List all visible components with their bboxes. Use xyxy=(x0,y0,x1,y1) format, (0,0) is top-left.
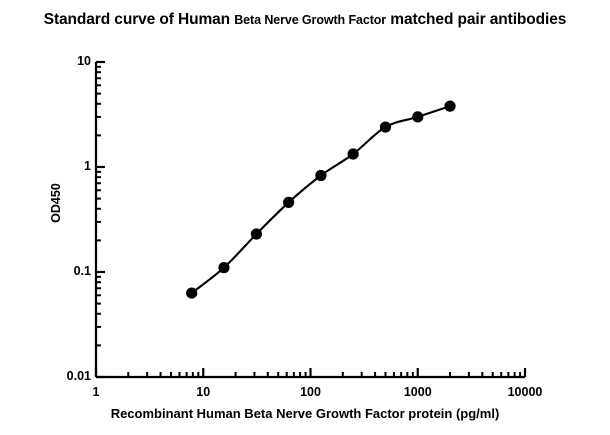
y-tick-label: 10 xyxy=(77,54,91,68)
x-tick-label: 1000 xyxy=(403,385,432,399)
x-tick-label: 1 xyxy=(92,385,100,399)
chart-title-segment-1: Standard curve of Human xyxy=(43,11,235,28)
data-point-1 xyxy=(186,287,198,299)
x-tick-label: 10000 xyxy=(507,385,543,399)
data-points xyxy=(186,100,456,299)
data-point-6 xyxy=(347,148,359,160)
data-point-8 xyxy=(412,111,424,123)
y-axis-title: OD450 xyxy=(49,183,63,223)
chart-title-segment-2: Beta Nerve Growth Factor xyxy=(234,13,387,27)
y-tick-label: 1 xyxy=(84,159,91,173)
x-tick-label: 10 xyxy=(196,385,211,399)
x-axis-title: Recombinant Human Beta Nerve Growth Fact… xyxy=(110,406,500,421)
standard-curve-line xyxy=(190,105,452,295)
y-tick-label: 0.1 xyxy=(73,264,91,278)
x-tick-label: 100 xyxy=(300,385,321,399)
data-point-9 xyxy=(444,100,456,112)
data-point-3 xyxy=(250,228,262,240)
data-point-7 xyxy=(379,121,392,133)
x-axis-ticks xyxy=(94,368,527,377)
y-axis-ticks xyxy=(96,60,105,379)
data-point-4 xyxy=(283,196,295,209)
chart-title-segment-3: matched pair antibodies xyxy=(386,11,567,28)
y-tick-label: 0.01 xyxy=(66,369,91,383)
data-point-2 xyxy=(218,262,230,274)
curve-path xyxy=(190,105,452,295)
data-point-5 xyxy=(315,169,327,182)
axes xyxy=(94,62,525,379)
chart-title: Standard curve of Human Beta Nerve Growt… xyxy=(0,12,610,28)
